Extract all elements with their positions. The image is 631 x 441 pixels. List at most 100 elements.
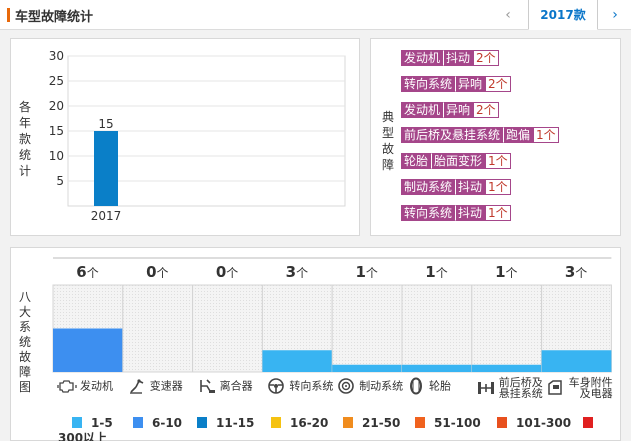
legend-label: 6-10: [152, 416, 183, 430]
category-5[interactable]: 制动系统: [336, 377, 403, 395]
system-bar[interactable]: [402, 364, 472, 372]
count-unit: 个: [226, 266, 239, 280]
column-background: [192, 284, 263, 373]
count-value: 3: [285, 263, 297, 281]
column-background: [122, 284, 194, 373]
count-value: 3: [564, 263, 576, 281]
vlabel-char: 图: [18, 380, 31, 394]
category-label: 前后桥及 悬挂系统: [499, 377, 543, 399]
category-label: 制动系统: [359, 379, 404, 393]
category-label-line: 悬挂系统: [498, 387, 543, 400]
fault-row[interactable]: 前后桥及悬挂系统 跑偏 1个: [401, 127, 559, 144]
vlabel-char: 大: [18, 305, 31, 319]
count-unit: 个: [296, 266, 309, 280]
engine-icon: [57, 380, 77, 393]
y-tick-label: 20: [49, 99, 64, 113]
title-accent: [7, 8, 10, 22]
system-count: 6个: [53, 263, 122, 281]
vlabel-char: 障: [381, 158, 394, 172]
category-1[interactable]: 发动机: [57, 377, 113, 395]
prev-arrow-icon[interactable]: ‹: [505, 7, 511, 23]
fault-symptom-tag: 异响: [443, 101, 474, 118]
axle-icon: [477, 382, 494, 394]
vlabel-char: 统: [18, 148, 31, 162]
y-tick-label: 25: [49, 74, 64, 88]
category-4[interactable]: 转向系统: [266, 377, 333, 395]
category-2[interactable]: 变速器: [127, 377, 183, 395]
y-tick-label: 30: [49, 49, 64, 63]
category-6[interactable]: 轮胎: [406, 377, 451, 395]
legend-label: 21-50: [362, 416, 401, 430]
legend-item: 300以上: [58, 417, 602, 441]
fault-symptom-tag: 抖动: [455, 204, 486, 221]
category-label-line: 车身附件: [568, 376, 613, 389]
system-bar[interactable]: [53, 328, 123, 373]
legend-item: 101-300: [497, 417, 571, 429]
steering-wheel-icon: [268, 378, 285, 394]
system-bar[interactable]: [332, 364, 402, 372]
fault-row[interactable]: 转向系统 抖动 1个: [401, 204, 511, 222]
vlabel-char: 款: [18, 132, 31, 146]
fault-row[interactable]: 制动系统 抖动 1个: [401, 179, 511, 196]
system-bar[interactable]: [471, 364, 542, 372]
fault-count-tag: 2个: [473, 101, 499, 118]
system-count: 0个: [193, 263, 262, 281]
car-body-icon: [547, 380, 562, 395]
count-value: 6: [76, 263, 87, 281]
legend-swatch: [271, 417, 281, 428]
system-count: 1个: [472, 263, 541, 281]
category-7[interactable]: 前后桥及 悬挂系统: [476, 377, 543, 399]
next-arrow-icon[interactable]: ›: [612, 7, 618, 23]
gearbox-icon: [129, 379, 144, 394]
legend-swatch: [415, 417, 425, 428]
fault-count-tag: 1个: [485, 204, 511, 221]
legend-item: 21-50: [343, 417, 400, 429]
category-label: 变速器: [149, 379, 183, 393]
year-tab[interactable]: 2017款: [528, 0, 598, 30]
fault-row[interactable]: 轮胎 胎面变形 1个: [401, 153, 511, 170]
header-bar: 车型故障统计 ‹ 2017款 ›: [0, 0, 631, 30]
vlabel-char: 故: [18, 350, 31, 364]
vlabel-char: 典: [381, 110, 394, 124]
bar[interactable]: [94, 131, 118, 206]
count-value: 0: [215, 263, 227, 281]
legend-swatch: [343, 417, 353, 428]
vlabel-char: 各: [18, 100, 31, 114]
vlabel-char: 八: [18, 290, 31, 304]
count-unit: 个: [505, 266, 518, 280]
legend-item: 51-100: [415, 417, 481, 429]
vlabel-char: 型: [381, 126, 394, 140]
count-unit: 个: [435, 266, 448, 280]
legend-item: 11-15: [197, 417, 254, 429]
fault-system-tag: 转向系统: [401, 204, 456, 221]
bar-value-label: 15: [98, 117, 113, 131]
system-count: 3个: [542, 263, 611, 281]
fault-system-tag: 发动机: [401, 101, 444, 118]
fault-row[interactable]: 发动机 抖动 2个: [401, 50, 499, 67]
system-count: 1个: [402, 263, 471, 281]
fault-row[interactable]: 转向系统 异响 2个: [401, 75, 511, 93]
category-3[interactable]: 离合器: [197, 377, 253, 395]
fault-row[interactable]: 发动机 异响 2个: [401, 101, 499, 119]
legend-label: 101-300: [516, 416, 572, 430]
fault-system-tag: 发动机: [401, 50, 444, 66]
fault-system-tag: 制动系统: [401, 179, 456, 195]
legend-label: 16-20: [290, 416, 329, 430]
page-title: 车型故障统计: [15, 10, 94, 25]
vlabel-char: 故: [381, 142, 394, 156]
y-tick-label: 15: [49, 124, 64, 138]
system-bar[interactable]: [262, 350, 333, 372]
x-tick-label: 2017: [91, 209, 122, 223]
y-tick-label: 10: [49, 149, 64, 163]
legend-swatch: [197, 417, 207, 428]
fault-symptom-tag: 跑偏: [503, 127, 534, 144]
category-label-line: 前后桥及: [498, 376, 543, 389]
vlabel-char: 系: [18, 320, 31, 334]
fault-symptom-tag: 抖动: [443, 50, 474, 66]
legend-label: 1-5: [91, 416, 113, 430]
category-8[interactable]: 车身附件 及电器: [546, 377, 613, 399]
system-bar[interactable]: [541, 350, 612, 372]
count-value: 1: [425, 263, 436, 281]
